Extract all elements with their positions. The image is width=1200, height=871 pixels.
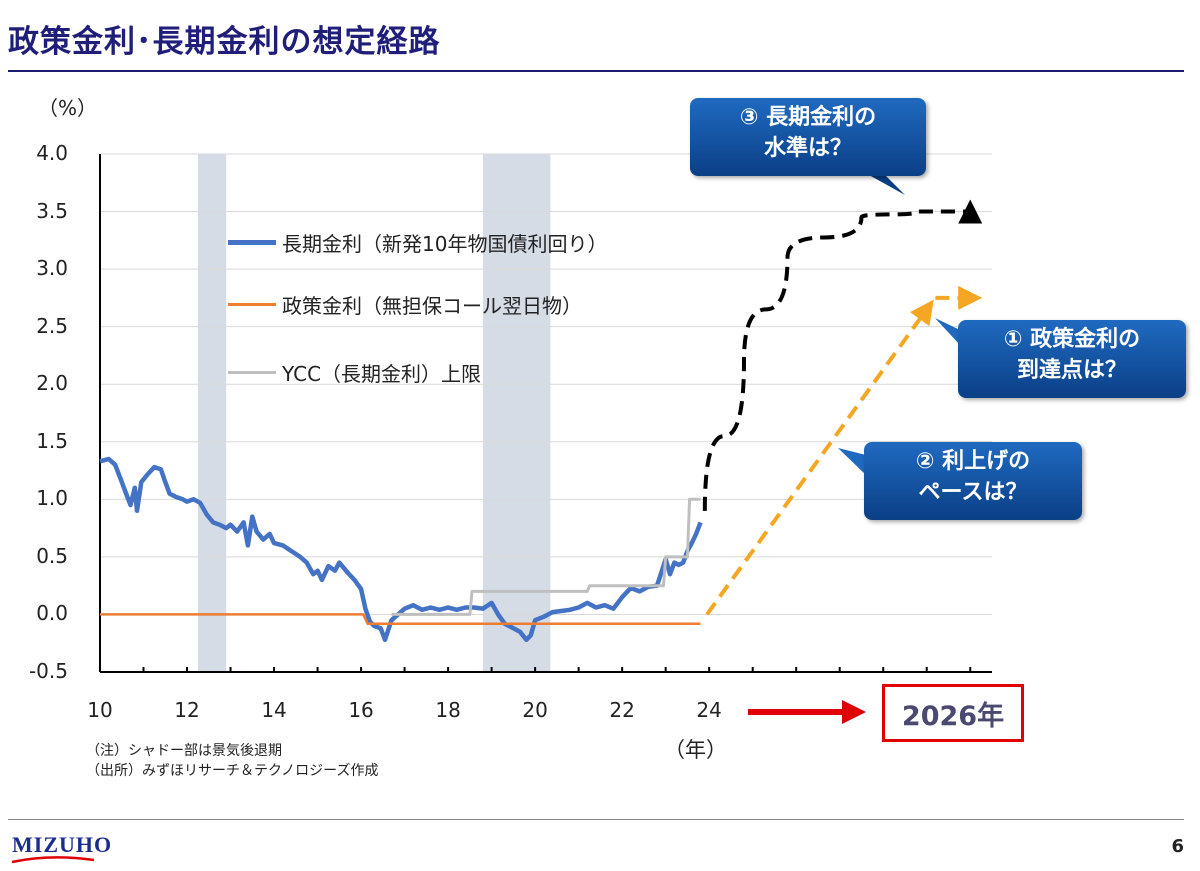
callout-3-line1: ③ 長期金利の [739, 105, 877, 130]
callout-1-line1: ① 政策金利の [1003, 327, 1141, 352]
page-number: 6 [1171, 836, 1184, 857]
x-tick-label: 24 [696, 698, 722, 722]
y-tick-label: -0.5 [28, 659, 68, 683]
callout-1-tail [935, 318, 960, 345]
recession-band-0 [197, 154, 227, 672]
year-arrow-head [842, 700, 866, 724]
target-year-box: 2026年 [882, 684, 1024, 742]
series-line-2 [391, 497, 701, 616]
note-shadow: （注）シャドー部は景気後退期 [86, 743, 282, 759]
y-tick-label: 2.5 [36, 313, 68, 338]
series-line-0 [99, 456, 703, 643]
x-tick-label: 18 [435, 698, 461, 722]
y-tick-label: 1.0 [36, 486, 68, 511]
callout-2-line1: ② 利上げの [915, 449, 1031, 474]
page-title: 政策金利･長期金利の想定経路 [8, 24, 441, 60]
x-tick-label: 20 [522, 698, 548, 722]
x-tick-label: 12 [174, 698, 200, 722]
legend-ycc-cap: YCC（長期金利）上限 [228, 358, 481, 387]
legend-swatch-policy [228, 303, 276, 306]
legend-label-policy: 政策金利（無担保コール翌日物） [282, 294, 582, 318]
x-tick-label: 22 [609, 698, 635, 722]
x-axis-unit: （年） [664, 738, 727, 762]
callout-1-line2: 到達点は？ [1016, 358, 1127, 383]
x-tick-label: 10 [87, 698, 113, 722]
y-tick-label: 3.5 [36, 198, 68, 223]
legend-label-ycc: YCC（長期金利）上限 [282, 362, 482, 386]
logo-swoosh-icon [11, 856, 95, 864]
callout-3-tail [860, 170, 905, 195]
callout-policy-rate-endpoint: ① 政策金利の 到達点は？ [958, 320, 1186, 398]
y-tick-label: 3.0 [36, 256, 68, 281]
legend-long-rate: 長期金利（新発10年物国債利回り） [228, 228, 607, 257]
y-tick-label: 2.0 [36, 371, 68, 396]
y-tick-label: 4.0 [36, 141, 68, 165]
legend-swatch-long [228, 240, 276, 245]
x-tick-label: 16 [348, 698, 374, 722]
series-line-1 [100, 613, 701, 625]
note-source: （出所）みずほリサーチ＆テクノロジーズ作成 [86, 763, 379, 779]
recession-band-1 [482, 154, 551, 672]
callout-3-line2: 水準は？ [763, 136, 852, 161]
legend-label-long: 長期金利（新発10年物国債利回り） [282, 232, 608, 256]
legend-policy-rate: 政策金利（無担保コール翌日物） [228, 290, 582, 319]
callout-2-line2: ペースは？ [918, 480, 1028, 505]
mizuho-logo: MIZUHO [12, 832, 113, 857]
y-axis-unit: （%） [38, 96, 98, 120]
footer-divider [8, 819, 1184, 820]
projection-line-0 [702, 199, 983, 511]
callout-2-tail [838, 448, 866, 475]
x-tick-label: 14 [261, 698, 287, 722]
projection-line-1 [705, 299, 934, 616]
callout-hike-pace: ② 利上げの ペースは？ [864, 442, 1082, 520]
y-tick-label: 0.0 [36, 601, 68, 626]
title-divider [8, 70, 1184, 72]
y-tick-label: 0.5 [36, 543, 68, 568]
y-tick-label: 1.5 [36, 428, 68, 453]
callout-long-rate-level: ③ 長期金利の 水準は？ [690, 98, 926, 176]
legend-swatch-ycc [228, 371, 276, 374]
